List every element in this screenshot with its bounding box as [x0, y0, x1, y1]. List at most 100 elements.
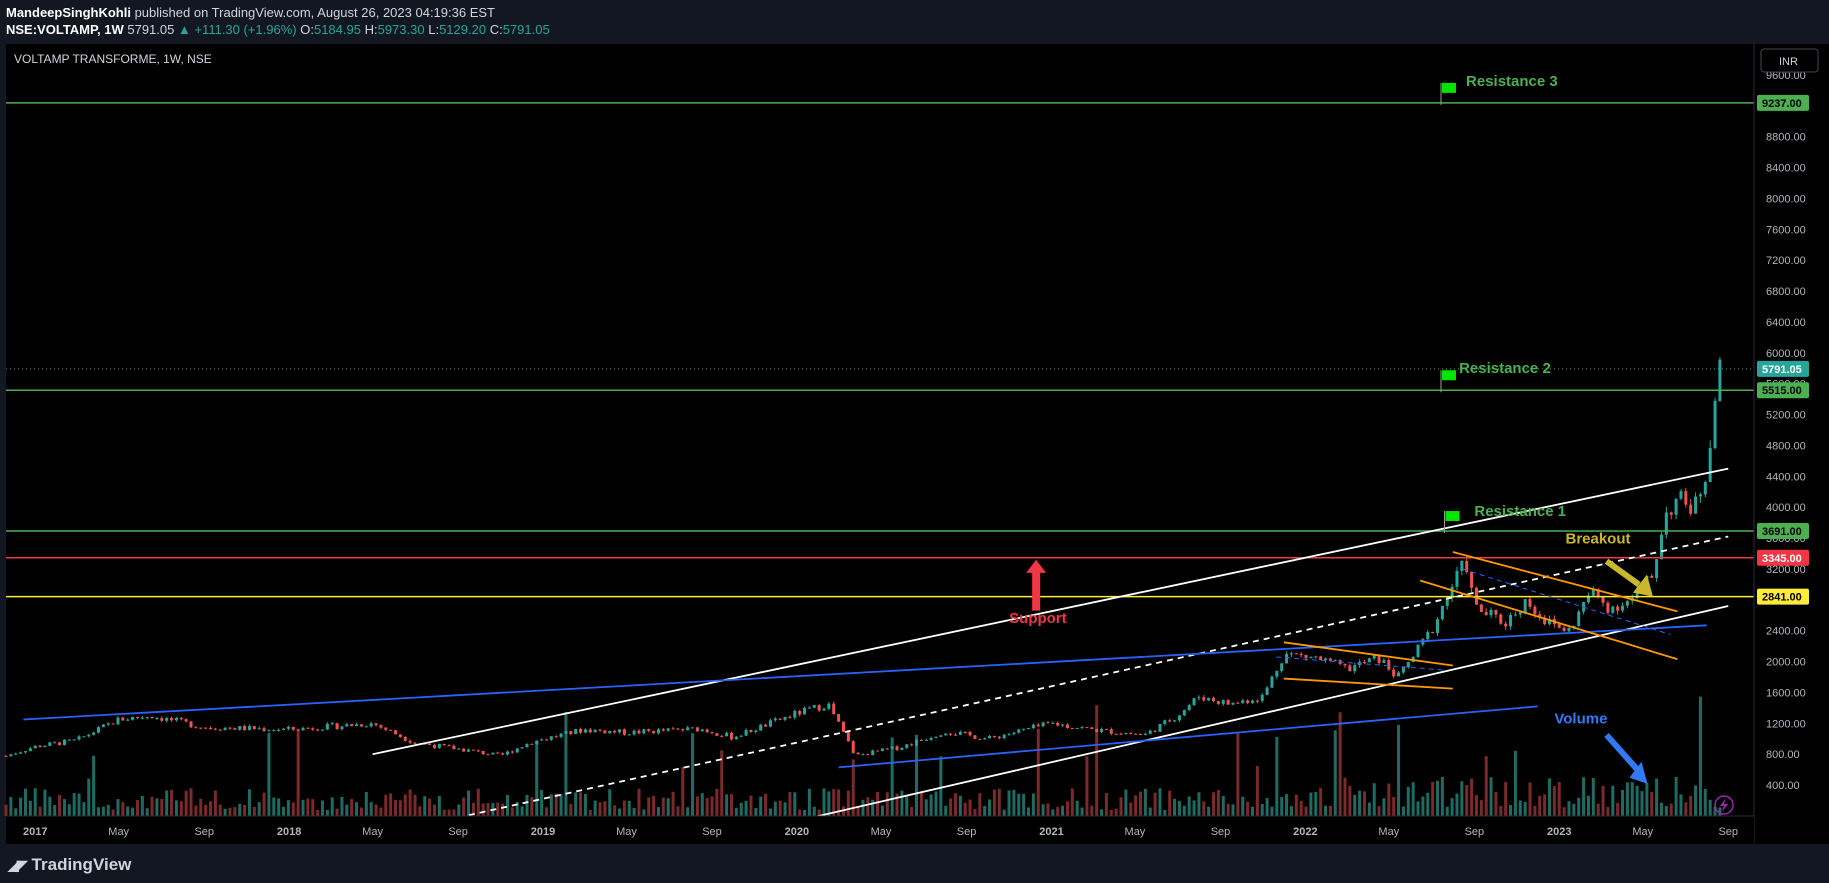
volume-bar: [603, 801, 607, 816]
level-tag[interactable]: [1757, 588, 1809, 605]
volume-bar: [53, 805, 57, 816]
resistance-2-flag-icon[interactable]: [1441, 370, 1456, 381]
volume-bar: [1002, 809, 1006, 816]
volume-bars: [4, 696, 1722, 816]
candle-body: [1538, 614, 1542, 618]
candle-body: [325, 723, 329, 730]
candle-body: [983, 738, 987, 740]
volume-bar: [1718, 807, 1722, 816]
trendline-orange-2a[interactable]: [1452, 551, 1678, 613]
currency-button-frame[interactable]: [1760, 48, 1819, 73]
candle-body: [1148, 730, 1152, 734]
volume-bar: [530, 797, 534, 816]
trendline-channel-mid[interactable]: [457, 535, 1729, 819]
annotation-label[interactable]: Breakout: [1565, 530, 1630, 547]
candle-body: [1265, 687, 1269, 695]
volume-bar: [471, 802, 475, 816]
lightning-icon-ring[interactable]: [1714, 795, 1734, 815]
resistance-1-flag-icon[interactable]: [1445, 511, 1460, 522]
candle-body: [330, 723, 334, 725]
candle-body: [1567, 628, 1571, 632]
annotation-label[interactable]: Volume: [1554, 710, 1607, 727]
time-tick-label: 2018: [277, 826, 301, 838]
volume-bar: [1065, 801, 1069, 816]
trendline-channel-upper[interactable]: [372, 467, 1729, 756]
volume-bar: [223, 808, 227, 816]
volume-bar: [700, 793, 704, 816]
volume-bar: [1241, 796, 1245, 816]
currency-button[interactable]: INR: [1760, 48, 1819, 73]
candle-body: [1226, 700, 1230, 705]
publisher-name[interactable]: MandeepSinghKohli: [6, 5, 131, 20]
candle-body: [72, 739, 76, 741]
volume-bar: [1338, 712, 1342, 816]
candle-body: [82, 736, 86, 738]
candle-body: [1299, 653, 1303, 655]
volume-bar: [715, 788, 719, 816]
volume-bar: [880, 805, 884, 816]
candle-body: [1450, 586, 1454, 598]
lightning-icon[interactable]: [1714, 795, 1734, 815]
level-tag[interactable]: [1757, 523, 1809, 540]
volume-bar: [1255, 765, 1259, 816]
volume-bar: [764, 793, 768, 816]
volume-bar: [983, 806, 987, 816]
level-tag[interactable]: [1757, 382, 1809, 399]
trendline-blue-upper[interactable]: [23, 624, 1707, 721]
tradingview-logo[interactable]: ◢◤ TradingView: [8, 855, 131, 875]
candle-body: [97, 727, 101, 733]
currency-label[interactable]: INR: [1779, 56, 1798, 68]
volume-bar: [1367, 802, 1371, 816]
trendline-blue-lower[interactable]: [838, 705, 1538, 769]
candle-body: [403, 737, 407, 741]
annotation-label[interactable]: Resistance 3: [1466, 73, 1558, 90]
price-axis[interactable]: 400.00 800.00 1200.00 1600.00 2000.00 2400.00…: [1757, 70, 1809, 792]
volume-bar: [1124, 789, 1128, 816]
candle-body: [9, 754, 13, 756]
volume-bar: [953, 793, 957, 816]
volume-bar: [661, 797, 665, 816]
candle-body: [1669, 512, 1673, 515]
volume-bar: [1703, 789, 1707, 816]
annotation-label[interactable]: Resistance 1: [1474, 503, 1566, 520]
candle-body: [885, 748, 889, 750]
volume-bar: [617, 808, 622, 816]
candle-body: [462, 748, 466, 752]
candle-body: [398, 734, 402, 738]
candle-body: [374, 723, 378, 726]
trendline-orange-1b[interactable]: [1283, 677, 1453, 690]
annotation-label[interactable]: Resistance 2: [1459, 360, 1551, 377]
trendline-orange-1a[interactable]: [1283, 641, 1453, 667]
candle-body: [267, 730, 271, 732]
price-chart[interactable]: Resistance 3 Resistance 2 Resistance 1 Supp…: [0, 44, 1829, 844]
trendline-channel-lower[interactable]: [784, 605, 1729, 825]
time-tick-label: Sep: [1465, 826, 1485, 838]
volume-bar: [257, 802, 261, 816]
candle-body: [58, 742, 62, 745]
lightning-icon-bolt[interactable]: [1720, 798, 1728, 812]
volume-bar: [608, 789, 612, 816]
volume-bar: [170, 789, 174, 816]
candle-body: [890, 746, 894, 749]
volume-bar: [1606, 807, 1610, 816]
candle-body: [1017, 729, 1021, 733]
time-axis[interactable]: 2017 May Sep 2018 May Sep 2019 May Sep 2020 May Sep…: [23, 826, 1738, 838]
candle-body: [476, 750, 480, 752]
annotation-label[interactable]: Support: [1009, 610, 1067, 627]
level-tag[interactable]: [1757, 94, 1809, 111]
candle-body: [208, 727, 213, 729]
level-tag[interactable]: [1757, 549, 1809, 566]
symbol-label[interactable]: NSE:VOLTAMP, 1W: [6, 22, 124, 37]
candle-body: [608, 730, 612, 734]
candle-body: [1528, 599, 1532, 607]
level-tag-label: 2841.00: [1762, 592, 1802, 604]
volume-bar: [734, 807, 738, 816]
footer: ◢◤ TradingView: [0, 844, 1829, 883]
resistance-3-flag-icon[interactable]: [1441, 82, 1456, 93]
volume-bar: [1299, 800, 1303, 816]
candle-body: [296, 729, 300, 731]
trendline-orange-2b[interactable]: [1419, 579, 1678, 661]
last-price-tag[interactable]: [1757, 360, 1809, 377]
candle-body: [1479, 604, 1483, 613]
volume-bar: [919, 791, 923, 816]
